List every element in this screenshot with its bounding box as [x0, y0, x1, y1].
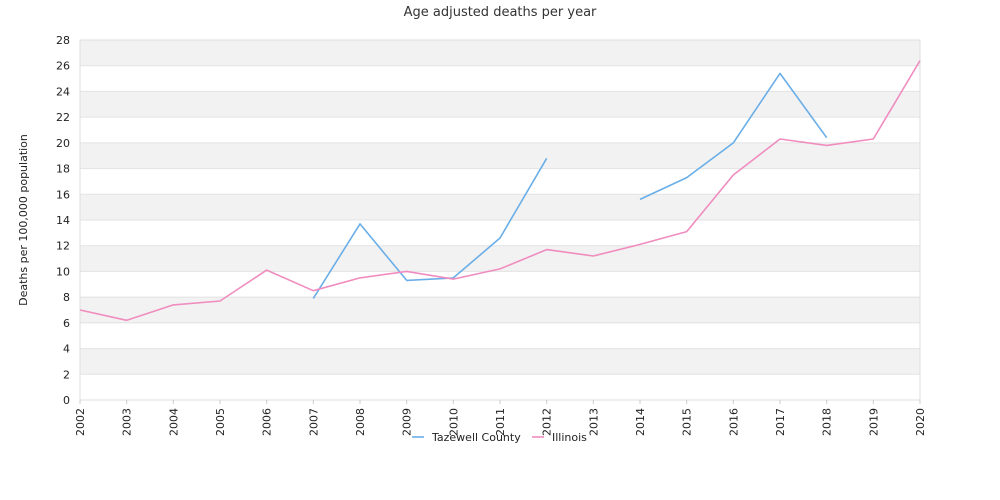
x-tick-label: 2004: [167, 408, 180, 436]
x-tick-label: 2002: [74, 408, 87, 436]
x-tick-label: 2018: [821, 408, 834, 436]
y-tick-label: 8: [63, 291, 70, 304]
x-tick-label: 2006: [261, 408, 274, 436]
chart-title: Age adjusted deaths per year: [404, 5, 597, 20]
y-tick-label: 20: [56, 137, 70, 150]
x-tick-label: 2003: [121, 408, 134, 436]
y-tick-label: 0: [63, 394, 70, 407]
x-tick-label: 2014: [634, 408, 647, 436]
grid-band: [80, 65, 920, 92]
y-tick-label: 22: [56, 111, 70, 124]
x-tick-label: 2007: [307, 408, 320, 436]
y-axis-label: Deaths per 100,000 population: [17, 134, 30, 306]
y-tick-label: 6: [63, 317, 70, 330]
y-tick-label: 28: [56, 34, 70, 47]
x-tick-label: 2015: [681, 408, 694, 436]
x-axis-ticks: 2002 2003 2004 2005 2006 2007 2008 2009 2010 2011…: [74, 400, 927, 436]
legend-item-label[interactable]: Illinois: [552, 431, 587, 444]
grid-band: [80, 245, 920, 272]
x-tick-label: 2005: [214, 408, 227, 436]
x-tick-label: 2017: [774, 408, 787, 436]
grid-band: [80, 168, 920, 195]
grid-band: [80, 348, 920, 375]
x-tick-label: 2011: [494, 408, 507, 436]
grid-band: [80, 117, 920, 143]
grid-band: [80, 374, 920, 400]
legend-item-label[interactable]: Tazewell County: [431, 431, 521, 444]
y-tick-label: 18: [56, 163, 70, 176]
y-tick-label: 12: [56, 240, 70, 253]
x-tick-label: 2010: [447, 408, 460, 436]
series-line: [312, 72, 828, 299]
grid-band: [80, 40, 920, 66]
series-line: [79, 60, 921, 322]
x-tick-label: 2019: [867, 408, 880, 436]
grid-band: [80, 142, 920, 169]
grid-band: [80, 271, 920, 298]
grid-bands: [79, 39, 921, 401]
grid-band: [80, 297, 920, 323]
x-tick-label: 2012: [541, 408, 554, 436]
grid-band: [80, 91, 920, 118]
series-lines: [79, 60, 921, 322]
y-tick-label: 24: [56, 85, 70, 98]
y-tick-label: 10: [56, 265, 70, 278]
grid-band: [80, 220, 920, 246]
grid-band: [80, 194, 920, 220]
legend[interactable]: Tazewell County Illinois: [412, 431, 587, 444]
x-tick-label: 2020: [914, 408, 927, 436]
y-tick-label: 26: [56, 60, 70, 73]
y-tick-label: 4: [63, 343, 70, 356]
x-tick-label: 2016: [727, 408, 740, 436]
x-tick-label: 2008: [354, 408, 367, 436]
x-tick-label: 2009: [401, 408, 414, 436]
grid-band: [80, 322, 920, 349]
y-tick-label: 14: [56, 214, 70, 227]
y-tick-label: 2: [63, 368, 70, 381]
x-tick-label: 2013: [587, 408, 600, 436]
y-tick-label: 16: [56, 188, 70, 201]
